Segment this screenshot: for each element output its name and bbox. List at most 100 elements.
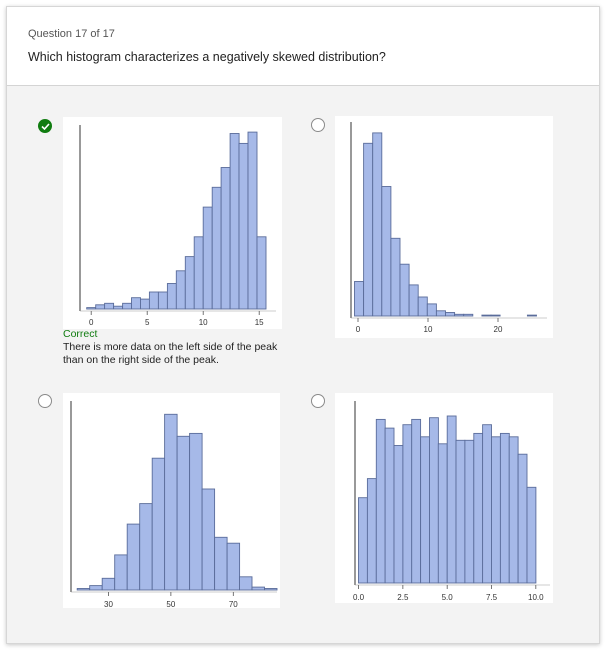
histogram-bar bbox=[372, 132, 383, 317]
histogram-bar bbox=[89, 585, 103, 591]
histogram-bar bbox=[256, 236, 267, 310]
histogram-bar bbox=[402, 424, 413, 584]
histogram-bar bbox=[393, 445, 404, 584]
histogram-bar bbox=[517, 453, 528, 584]
histogram-bar bbox=[140, 298, 150, 310]
x-tick-label: 10 bbox=[424, 325, 433, 334]
histogram-bar bbox=[104, 302, 115, 310]
option-a-feedback: Correct There is more data on the left s… bbox=[63, 328, 283, 367]
histogram-bar bbox=[238, 142, 249, 310]
histogram-bar bbox=[429, 417, 439, 584]
histogram-bar bbox=[384, 427, 395, 584]
histogram-bar bbox=[399, 263, 410, 317]
option-b-histogram[interactable]: 0 10 20 bbox=[335, 116, 553, 338]
histogram-bar bbox=[193, 236, 204, 310]
histogram-bar bbox=[446, 415, 457, 584]
histogram-bar bbox=[390, 237, 401, 317]
histogram-bar bbox=[411, 418, 422, 584]
histogram-bar bbox=[126, 523, 141, 591]
histogram-bar bbox=[151, 457, 166, 591]
x-tick-label: 30 bbox=[104, 600, 113, 608]
histogram-bar bbox=[229, 133, 240, 310]
histogram-bar bbox=[122, 302, 133, 310]
histogram-bar bbox=[157, 291, 168, 310]
histogram-bar bbox=[354, 281, 365, 317]
histogram-bar bbox=[454, 313, 465, 317]
feedback-title: Correct bbox=[63, 328, 98, 340]
x-tick-label: 10 bbox=[199, 318, 208, 327]
x-tick-label: 0.0 bbox=[353, 593, 365, 602]
x-tick-label: 20 bbox=[494, 325, 503, 334]
option-c-histogram[interactable]: 30 50 70 bbox=[63, 393, 280, 608]
x-tick-label: 50 bbox=[166, 600, 175, 608]
histogram-bar bbox=[455, 439, 466, 584]
histogram-bar bbox=[426, 303, 437, 317]
question-card: Question 17 of 17 Which histogram charac… bbox=[6, 6, 600, 644]
histogram-bar bbox=[408, 284, 419, 317]
histogram-bar bbox=[490, 314, 501, 317]
histogram-bar bbox=[445, 312, 456, 317]
x-tick-label: 10.0 bbox=[528, 593, 544, 602]
histogram-bar bbox=[491, 436, 501, 584]
histogram-bar bbox=[499, 432, 510, 584]
feedback-text: There is more data on the left side of t… bbox=[63, 341, 278, 366]
histogram-bar bbox=[366, 478, 377, 584]
histogram-bar bbox=[247, 131, 258, 310]
x-tick-label: 70 bbox=[229, 600, 238, 608]
histogram-bar bbox=[264, 588, 278, 591]
option-b-radio[interactable] bbox=[311, 118, 325, 132]
histogram-bar bbox=[76, 588, 91, 591]
histogram-bar bbox=[131, 297, 141, 310]
histogram-bar bbox=[113, 305, 124, 310]
x-tick-label: 15 bbox=[255, 318, 264, 327]
x-tick-label: 7.5 bbox=[486, 593, 498, 602]
x-tick-label: 5.0 bbox=[442, 593, 454, 602]
histogram-bar bbox=[184, 256, 195, 310]
question-number: Question 17 of 17 bbox=[28, 28, 115, 40]
histogram-bar bbox=[375, 418, 386, 584]
option-d-radio[interactable] bbox=[311, 394, 325, 408]
histogram-bar bbox=[86, 307, 97, 310]
histogram-bar bbox=[464, 439, 475, 584]
x-tick-label: 0 bbox=[356, 325, 361, 334]
histogram-bar bbox=[189, 432, 203, 591]
histogram-bar bbox=[435, 310, 446, 317]
histogram-bar bbox=[220, 167, 231, 310]
x-tick-label: 2.5 bbox=[397, 593, 409, 602]
histogram-bar bbox=[101, 577, 116, 591]
histogram-bar bbox=[148, 291, 159, 310]
question-header: Question 17 of 17 Which histogram charac… bbox=[7, 7, 599, 86]
histogram-bar bbox=[202, 206, 213, 310]
x-tick-label: 0 bbox=[89, 318, 94, 327]
checkmark-icon bbox=[41, 123, 50, 130]
histogram-bar bbox=[473, 432, 484, 584]
histogram-bar bbox=[526, 314, 537, 317]
histogram-bar bbox=[95, 304, 106, 310]
histogram-bar bbox=[420, 436, 430, 584]
histogram-bar bbox=[381, 186, 392, 317]
question-text: Which histogram characterizes a negative… bbox=[28, 50, 386, 64]
histogram-bar bbox=[139, 503, 153, 591]
histogram-bar bbox=[175, 270, 186, 310]
histogram-bar bbox=[226, 542, 241, 591]
option-a-radio[interactable] bbox=[38, 119, 52, 133]
x-tick-label: 5 bbox=[145, 318, 150, 327]
option-d-histogram[interactable]: 0.0 2.5 5.0 7.5 10.0 bbox=[335, 393, 553, 603]
histogram-bar bbox=[482, 424, 492, 584]
histogram-bar bbox=[481, 314, 492, 317]
option-a-histogram[interactable]: 0 5 10 15 bbox=[63, 117, 282, 329]
histogram-bar bbox=[526, 486, 537, 584]
histogram-bar bbox=[437, 443, 448, 584]
histogram-bar bbox=[508, 436, 519, 584]
histogram-bar bbox=[463, 313, 474, 317]
histogram-bar bbox=[358, 497, 368, 584]
histogram-bar bbox=[201, 488, 216, 591]
histogram-bar bbox=[164, 413, 178, 591]
histogram-bar bbox=[251, 586, 265, 591]
histogram-bar bbox=[211, 186, 222, 310]
histogram-bar bbox=[239, 576, 253, 591]
option-c-radio[interactable] bbox=[38, 394, 52, 408]
histogram-bar bbox=[176, 435, 191, 591]
histogram-bar bbox=[114, 554, 128, 591]
histogram-bar bbox=[363, 142, 374, 317]
